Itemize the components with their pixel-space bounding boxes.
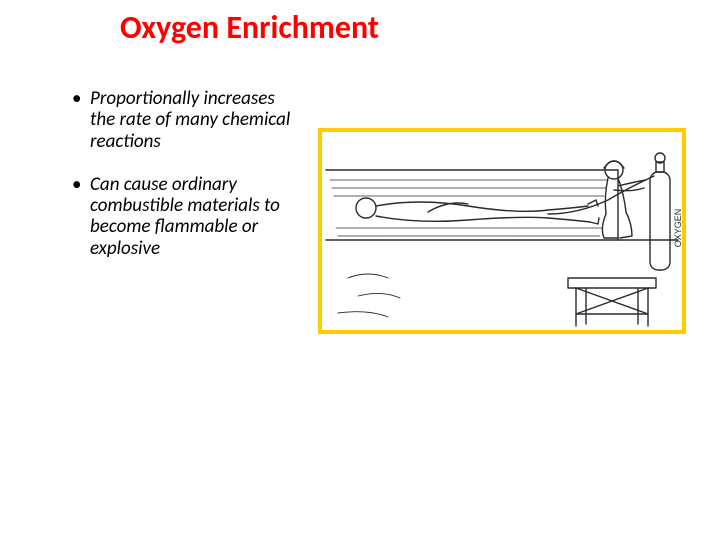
tank-label: OXYGEN [673, 209, 683, 248]
bullet-item: Can cause ordinary combustible materials… [72, 174, 292, 259]
bullet-item: Proportionally increases the rate of man… [72, 88, 292, 152]
slide-title: Oxygen Enrichment [120, 8, 379, 47]
illustration-figure: OXYGEN [318, 128, 686, 334]
bullet-list: Proportionally increases the rate of man… [72, 88, 292, 281]
